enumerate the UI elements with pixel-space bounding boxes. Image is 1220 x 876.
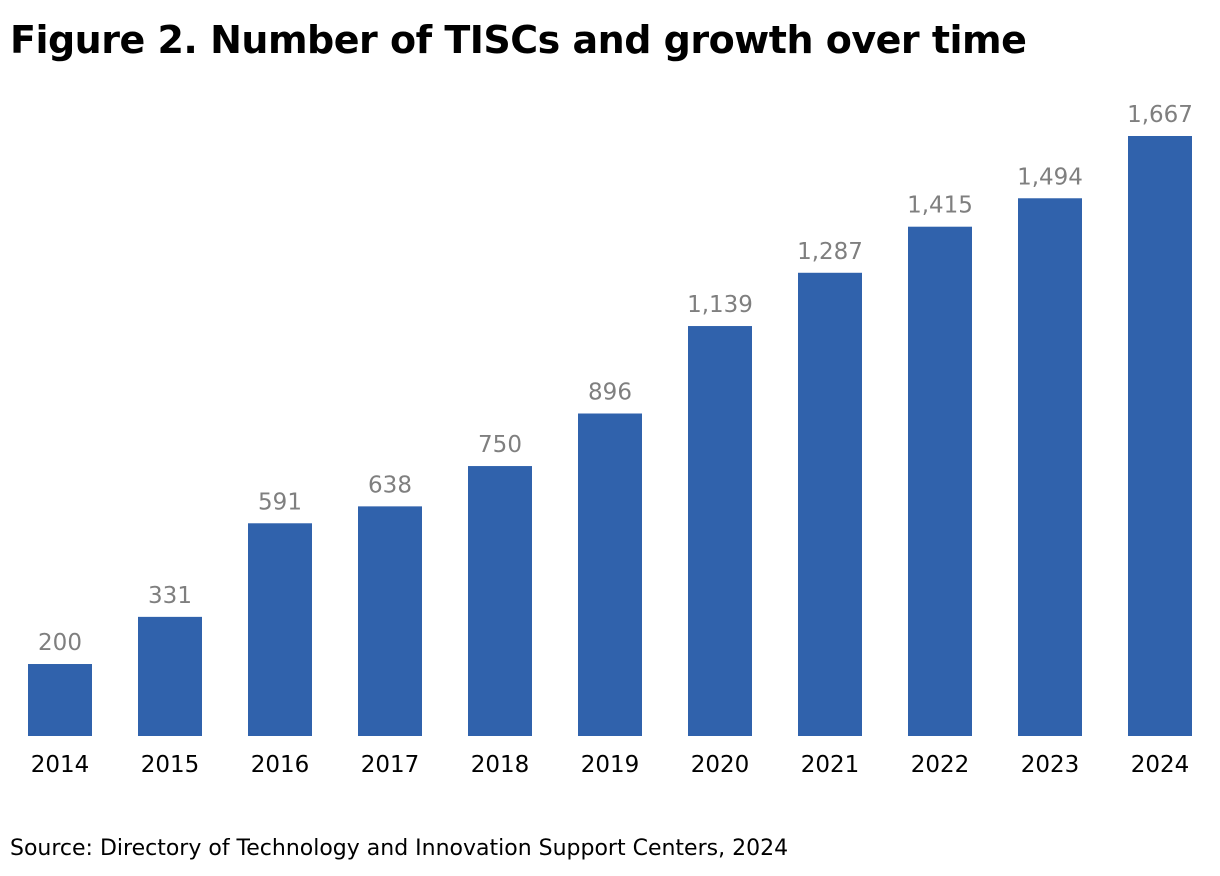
category-labels-group: 2014 2015 2016 2017 2018 2019 2020 2021 2022 2023… (31, 752, 1190, 778)
bar-2019 (578, 413, 642, 736)
bar-2022 (908, 226, 972, 737)
value-labels-group: 200 331 591 638 750 896 1,139 1,287 1,415 1,494 1,… (38, 102, 1193, 656)
value-label-2017: 638 (368, 472, 412, 498)
category-label-2020: 2020 (691, 752, 750, 778)
bar-2015 (138, 616, 202, 736)
value-label-2023: 1,494 (1017, 164, 1083, 190)
value-label-2019: 896 (588, 380, 632, 406)
source-note: Source: Directory of Technology and Inno… (10, 836, 789, 861)
category-label-2023: 2023 (1021, 752, 1080, 778)
category-label-2016: 2016 (251, 752, 310, 778)
category-label-2019: 2019 (581, 752, 640, 778)
bar-2021 (798, 272, 862, 736)
category-label-2022: 2022 (911, 752, 970, 778)
bar-2014 (28, 664, 92, 736)
bar-2024 (1128, 136, 1192, 736)
category-label-2024: 2024 (1131, 752, 1190, 778)
category-label-2021: 2021 (801, 752, 860, 778)
chart-title: Figure 2. Number of TISCs and growth ove… (10, 18, 1027, 62)
bar-2023 (1018, 198, 1082, 736)
bar-2016 (248, 523, 312, 736)
category-label-2017: 2017 (361, 752, 420, 778)
value-label-2016: 591 (258, 489, 302, 515)
value-label-2022: 1,415 (907, 193, 973, 219)
value-label-2020: 1,139 (687, 292, 753, 318)
value-label-2014: 200 (38, 630, 82, 656)
bar-2017 (358, 506, 422, 736)
value-label-2015: 331 (148, 583, 192, 609)
bar-2018 (468, 466, 532, 736)
value-label-2021: 1,287 (797, 239, 863, 265)
bars-group (28, 136, 1192, 737)
value-label-2018: 750 (478, 432, 522, 458)
bar-chart: 200 331 591 638 750 896 1,139 1,287 1,415 1,494 1,… (28, 102, 1193, 778)
category-label-2014: 2014 (31, 752, 90, 778)
value-label-2024: 1,667 (1127, 102, 1193, 128)
category-label-2018: 2018 (471, 752, 530, 778)
category-label-2015: 2015 (141, 752, 200, 778)
bar-2020 (688, 326, 752, 736)
